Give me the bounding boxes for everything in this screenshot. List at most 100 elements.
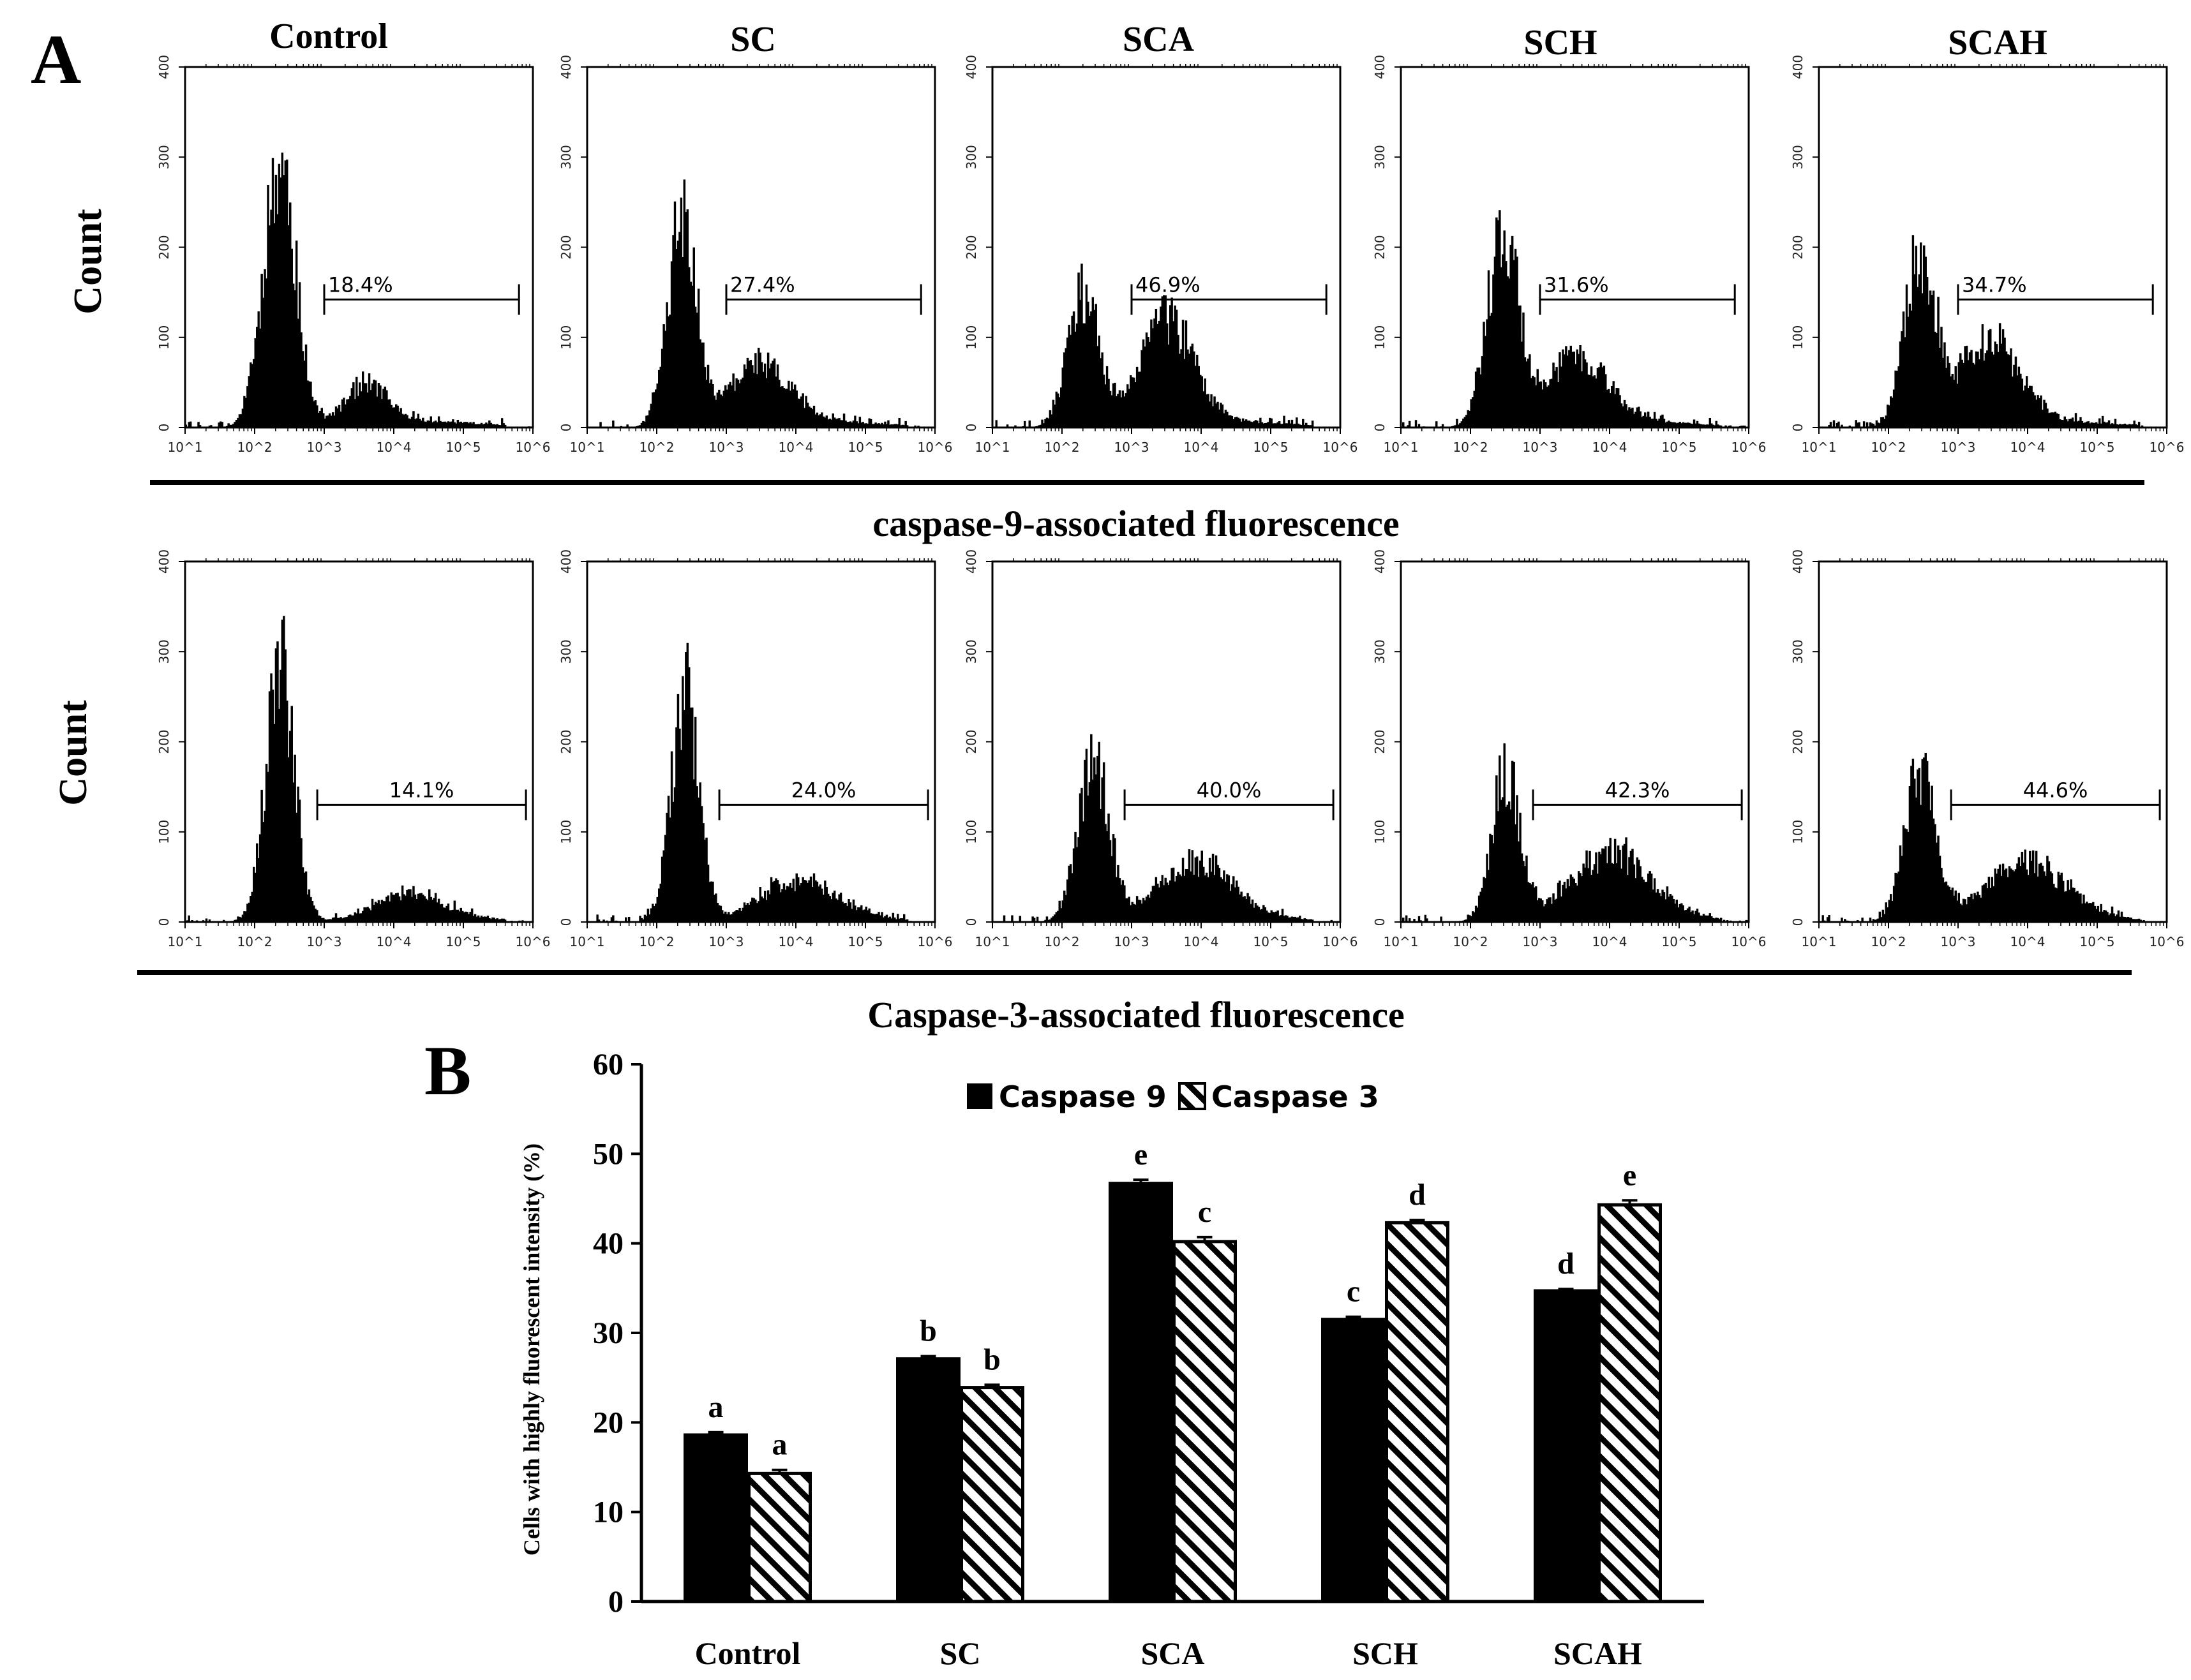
x-tick-label: 10^3 xyxy=(1523,440,1558,455)
y-tick-label: 200 xyxy=(964,235,979,259)
x-tick-label: 10^2 xyxy=(237,934,273,949)
x-tick-label: 10^5 xyxy=(446,440,481,455)
x-tick-label: 10^3 xyxy=(709,934,744,949)
x-tick-label: 10^2 xyxy=(639,934,675,949)
significance-letter: b xyxy=(920,1314,937,1348)
x-tick-label: 10^3 xyxy=(1114,440,1149,455)
x-tick-label: 10^1 xyxy=(1802,440,1837,455)
gate-percentage-label: 34.7% xyxy=(1962,272,2027,297)
y-tick-label: 400 xyxy=(1790,55,1806,79)
bar-caspase9 xyxy=(1321,1318,1386,1603)
histogram-caspase-9-control: 0 100 200 300 400 10^1 10^2 10^3 10^4 10^5 10^6 18.… xyxy=(156,55,550,455)
bar-y-tick-label: 50 xyxy=(593,1137,624,1171)
y-tick-label: 300 xyxy=(156,145,172,169)
row2-xlabel: Caspase-3-associated fluorescence xyxy=(867,994,1404,1036)
y-tick-label: 100 xyxy=(1790,325,1806,350)
x-tick-label: 10^6 xyxy=(516,440,551,455)
significance-letter: d xyxy=(1557,1247,1574,1281)
gate-percentage-label: 27.4% xyxy=(730,272,795,297)
y-tick-label: 300 xyxy=(964,145,979,169)
bar-caspase9 xyxy=(1534,1289,1598,1603)
significance-letter: a xyxy=(772,1428,788,1462)
histogram-distribution xyxy=(1819,235,2167,428)
significance-letter: c xyxy=(1347,1275,1360,1309)
bar-category-label: SC xyxy=(940,1635,981,1671)
x-tick-label: 10^1 xyxy=(168,934,203,949)
y-tick-label: 200 xyxy=(964,729,979,754)
x-tick-label: 10^3 xyxy=(1941,934,1976,949)
significance-letter: c xyxy=(1198,1195,1211,1229)
x-tick-label: 10^6 xyxy=(2150,934,2185,949)
histogram-distribution xyxy=(992,264,1341,428)
x-tick-label: 10^4 xyxy=(779,440,814,455)
y-tick-label: 300 xyxy=(1372,639,1387,664)
y-tick-label: 300 xyxy=(558,145,574,169)
y-tick-label: 100 xyxy=(1372,325,1387,350)
y-tick-label: 200 xyxy=(558,235,574,259)
y-tick-label: 0 xyxy=(156,424,172,432)
bar-category-label: SCAH xyxy=(1553,1635,1642,1671)
histogram-distribution xyxy=(1819,753,2167,923)
x-tick-label: 10^3 xyxy=(709,440,744,455)
gate-percentage-label: 24.0% xyxy=(791,778,856,802)
row2-count-label: Count xyxy=(52,700,95,806)
x-tick-label: 10^4 xyxy=(1184,934,1219,949)
x-tick-label: 10^6 xyxy=(918,440,953,455)
y-tick-label: 400 xyxy=(558,549,574,574)
bar-caspase3 xyxy=(747,1471,812,1603)
x-tick-label: 10^4 xyxy=(2010,440,2045,455)
y-tick-label: 300 xyxy=(156,639,172,664)
y-tick-label: 0 xyxy=(558,424,574,432)
y-tick-label: 300 xyxy=(1372,145,1387,169)
x-tick-label: 10^2 xyxy=(237,440,273,455)
gate-percentage-label: 14.1% xyxy=(389,778,454,802)
x-tick-label: 10^1 xyxy=(570,934,605,949)
x-tick-label: 10^1 xyxy=(975,934,1010,949)
y-tick-label: 200 xyxy=(1372,729,1387,754)
x-tick-label: 10^5 xyxy=(848,440,883,455)
significance-letter: e xyxy=(1623,1158,1636,1192)
bar-category-label: Control xyxy=(695,1635,801,1671)
y-tick-label: 300 xyxy=(964,639,979,664)
y-tick-label: 400 xyxy=(1790,549,1806,574)
group-title-control: Control xyxy=(269,17,388,56)
histogram-frame xyxy=(184,66,534,429)
x-tick-label: 10^1 xyxy=(1384,934,1419,949)
x-tick-label: 10^5 xyxy=(2080,934,2115,949)
histogram-distribution xyxy=(587,643,936,923)
y-tick-label: 0 xyxy=(964,424,979,432)
y-tick-label: 200 xyxy=(156,729,172,754)
x-tick-label: 10^5 xyxy=(2080,440,2115,455)
histogram-distribution xyxy=(184,152,534,428)
bar-y-tick-label: 20 xyxy=(593,1406,624,1439)
y-tick-label: 0 xyxy=(1790,918,1806,926)
y-tick-label: 100 xyxy=(558,820,574,844)
y-tick-label: 400 xyxy=(964,55,979,79)
group-title-sc: SC xyxy=(730,20,776,59)
x-tick-label: 10^2 xyxy=(1045,934,1080,949)
histogram-distribution xyxy=(992,734,1341,923)
x-tick-label: 10^1 xyxy=(570,440,605,455)
row1-xlabel: caspase-9-associated fluorescence xyxy=(872,503,1399,544)
x-tick-label: 10^6 xyxy=(1323,934,1358,949)
row1-count-label: Count xyxy=(66,209,110,315)
x-tick-label: 10^4 xyxy=(2010,934,2045,949)
x-tick-label: 10^2 xyxy=(1453,934,1488,949)
x-tick-label: 10^3 xyxy=(307,934,342,949)
x-tick-label: 10^3 xyxy=(1941,440,1976,455)
x-tick-label: 10^5 xyxy=(1662,934,1697,949)
y-tick-label: 100 xyxy=(964,325,979,350)
bar-caspase3 xyxy=(1172,1240,1237,1603)
y-tick-label: 200 xyxy=(1790,729,1806,754)
y-tick-label: 400 xyxy=(156,55,172,79)
histogram-caspase-9-sc: 0 100 200 300 400 10^1 10^2 10^3 10^4 10^5 10^6 27.… xyxy=(558,55,952,455)
histogram-distribution xyxy=(185,616,534,923)
gate-percentage-label: 18.4% xyxy=(328,272,393,297)
legend: Caspase 9 Caspase 3 xyxy=(967,1080,1379,1114)
histogram-frame xyxy=(586,560,936,923)
significance-letter: b xyxy=(983,1342,1001,1376)
x-tick-label: 10^5 xyxy=(1662,440,1697,455)
bar-caspase9 xyxy=(684,1433,748,1603)
y-tick-label: 300 xyxy=(558,639,574,664)
y-tick-label: 400 xyxy=(558,55,574,79)
